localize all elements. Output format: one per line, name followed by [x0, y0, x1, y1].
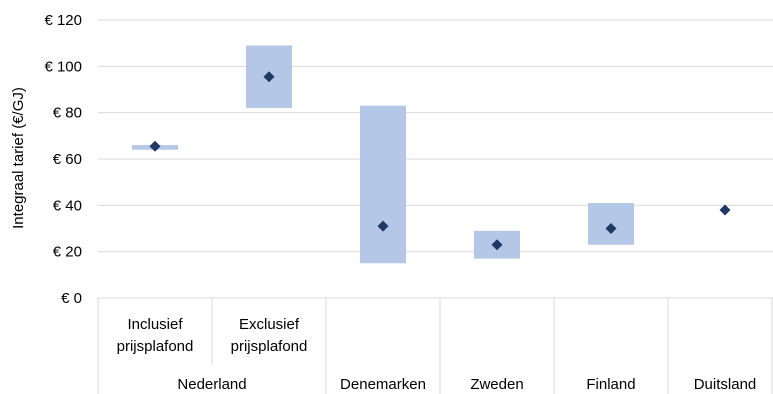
group-label-1: Denemarken	[340, 376, 426, 393]
y-tick-label-100: € 100	[44, 58, 82, 75]
value-markers	[149, 71, 731, 251]
y-tick-label-80: € 80	[53, 105, 82, 122]
y-tick-label-40: € 40	[53, 197, 82, 214]
y-tick-label-60: € 60	[53, 151, 82, 168]
marker-5	[719, 204, 731, 216]
y-tick-label-120: € 120	[44, 12, 82, 29]
y-axis-title: Integraal tarief (€/GJ)	[10, 87, 27, 229]
marker-1	[263, 71, 275, 83]
marker-3	[491, 239, 503, 251]
gridlines	[98, 19, 773, 299]
group-label-3: Finland	[586, 376, 635, 393]
sub-label-0-1: prijsplafond	[117, 338, 194, 355]
marker-0	[149, 140, 161, 152]
y-tick-label-20: € 20	[53, 244, 82, 261]
sub-label-1-0: Exclusief	[239, 316, 300, 333]
range-bar-2	[360, 105, 406, 264]
group-label-2: Zweden	[470, 376, 523, 393]
y-tick-label-0: € 0	[61, 290, 82, 307]
x-axis: Inclusief prijsplafond Exclusief prijsplafo…	[97, 298, 773, 394]
y-axis-tick-labels: € 0 € 20 € 40 € 60 € 80 € 100 € 120	[44, 12, 82, 307]
group-label-0: Nederland	[177, 376, 246, 393]
group-label-4: Duitsland	[694, 376, 757, 393]
sub-label-0-0: Inclusief	[127, 316, 183, 333]
sub-label-1-1: prijsplafond	[231, 338, 308, 355]
marker-2	[377, 220, 389, 232]
marker-4	[605, 223, 617, 234]
range-bars	[132, 45, 634, 264]
